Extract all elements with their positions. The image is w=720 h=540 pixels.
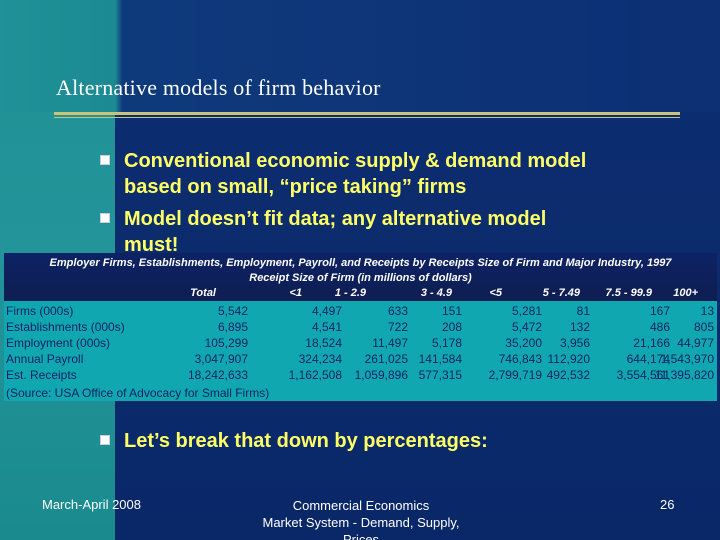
table-cell: 3,554,561 bbox=[616, 368, 670, 382]
column-header: <1 bbox=[289, 287, 302, 299]
footer-course-line-1: Commercial Economics bbox=[292, 498, 430, 513]
table-cell: 2,799,719 bbox=[488, 368, 542, 382]
column-header: 5 - 7.49 bbox=[542, 287, 580, 299]
table-cell: 1,162,508 bbox=[288, 368, 342, 382]
table-cell: 722 bbox=[387, 320, 408, 334]
bullet-1: Conventional economic supply & demand mo… bbox=[100, 148, 700, 202]
title-divider bbox=[54, 112, 680, 118]
table-cell: 141,584 bbox=[418, 352, 462, 366]
table-row: Est. Receipts 18,242,633 1,162,508 1,059… bbox=[4, 367, 717, 383]
row-label: Employment (000s) bbox=[6, 336, 111, 350]
table-row: Establishments (000s) 6,895 4,541 722 20… bbox=[4, 319, 717, 335]
table-cell: 644,174 bbox=[626, 352, 670, 366]
table-cell: 35,200 bbox=[505, 336, 542, 350]
bullet-1-line-1: Conventional economic supply & demand mo… bbox=[124, 150, 587, 172]
table-cell: 132 bbox=[569, 320, 590, 334]
table-cell: 3,047,907 bbox=[194, 352, 248, 366]
table-cell: 105,299 bbox=[204, 336, 248, 350]
table-cell: 11,395,820 bbox=[654, 368, 714, 382]
table-cell: 112,920 bbox=[547, 352, 591, 366]
table-cell: 11,497 bbox=[372, 336, 408, 350]
table-cell: 746,843 bbox=[498, 352, 542, 366]
table-cell: 805 bbox=[693, 320, 714, 334]
table-cell: 492,532 bbox=[546, 368, 590, 382]
table-cell: 261,025 bbox=[364, 352, 408, 366]
square-bullet-icon bbox=[100, 155, 110, 165]
table-cell: 3,956 bbox=[559, 336, 590, 350]
table-cell: 18,524 bbox=[305, 336, 342, 350]
column-header: Total bbox=[190, 287, 216, 299]
column-header: 7.5 - 99.9 bbox=[605, 287, 652, 299]
table-cell: 577,315 bbox=[418, 368, 462, 382]
bullet-3: Let’s break that down by percentages: bbox=[100, 428, 700, 454]
column-header: <5 bbox=[489, 287, 502, 299]
slide-title: Alternative models of firm behavior bbox=[56, 75, 381, 100]
table-row: Firms (000s) 5,542 4,497 633 151 5,281 8… bbox=[4, 303, 717, 319]
bullet-2-line-1: Model doesn’t fit data; any alternative … bbox=[124, 208, 547, 230]
bullet-2-line-2: must! bbox=[124, 234, 179, 256]
table-cell: 633 bbox=[387, 304, 408, 318]
table-cell: 21,166 bbox=[633, 336, 670, 350]
footer-course-line-3: Prices bbox=[342, 532, 380, 540]
footer-course-line-2: Market System - Demand, Supply, bbox=[262, 515, 460, 530]
column-header: 1 - 2.9 bbox=[334, 287, 366, 299]
table-cell: 486 bbox=[649, 320, 670, 334]
table-row: Annual Payroll 3,047,907 324,234 261,025… bbox=[4, 351, 717, 367]
table-source-note: (Source: USA Office of Advocacy for Smal… bbox=[6, 386, 270, 400]
table-cell: 6,895 bbox=[217, 320, 248, 334]
square-bullet-icon bbox=[100, 213, 110, 223]
page-number: 26 bbox=[660, 497, 675, 512]
receipts-table: Employer Firms, Establishments, Employme… bbox=[4, 253, 717, 401]
table-cell: 167 bbox=[649, 304, 670, 318]
row-label: Establishments (000s) bbox=[6, 320, 125, 334]
background-title-band bbox=[0, 0, 720, 112]
table-cell: 5,472 bbox=[511, 320, 542, 334]
square-bullet-icon bbox=[100, 435, 110, 445]
footer-course: Commercial Economics Market System - Dem… bbox=[236, 497, 486, 540]
table-cell: 1,543,970 bbox=[660, 352, 714, 366]
table-header-band bbox=[4, 253, 717, 301]
bullet-2: Model doesn’t fit data; any alternative … bbox=[100, 206, 700, 260]
row-label: Annual Payroll bbox=[6, 352, 84, 366]
table-title: Employer Firms, Establishments, Employme… bbox=[49, 257, 672, 269]
table-row: Employment (000s) 105,299 18,524 11,497 … bbox=[4, 335, 717, 351]
table-cell: 4,541 bbox=[311, 320, 342, 334]
table-cell: 324,234 bbox=[298, 352, 342, 366]
table-cell: 44,977 bbox=[677, 336, 714, 350]
footer-date: March-April 2008 bbox=[42, 497, 141, 512]
row-label: Firms (000s) bbox=[6, 304, 74, 318]
table-cell: 18,242,633 bbox=[187, 368, 248, 382]
bullet-1-line-2: based on small, “price taking” firms bbox=[124, 176, 467, 198]
table-subtitle: Receipt Size of Firm (in millions of dol… bbox=[249, 272, 472, 284]
table-cell: 208 bbox=[441, 320, 462, 334]
table-cell: 81 bbox=[576, 304, 590, 318]
bullet-3-text: Let’s break that down by percentages: bbox=[124, 430, 488, 452]
table-cell: 5,178 bbox=[431, 336, 462, 350]
table-cell: 1,059,896 bbox=[354, 368, 408, 382]
table-cell: 151 bbox=[441, 304, 462, 318]
column-header: 100+ bbox=[673, 287, 698, 299]
table-cell: 13 bbox=[700, 304, 714, 318]
table-cell: 5,542 bbox=[217, 304, 248, 318]
column-header: 3 - 4.9 bbox=[420, 287, 452, 299]
table-cell: 4,497 bbox=[311, 304, 342, 318]
table-cell: 5,281 bbox=[511, 304, 542, 318]
row-label: Est. Receipts bbox=[6, 368, 77, 382]
